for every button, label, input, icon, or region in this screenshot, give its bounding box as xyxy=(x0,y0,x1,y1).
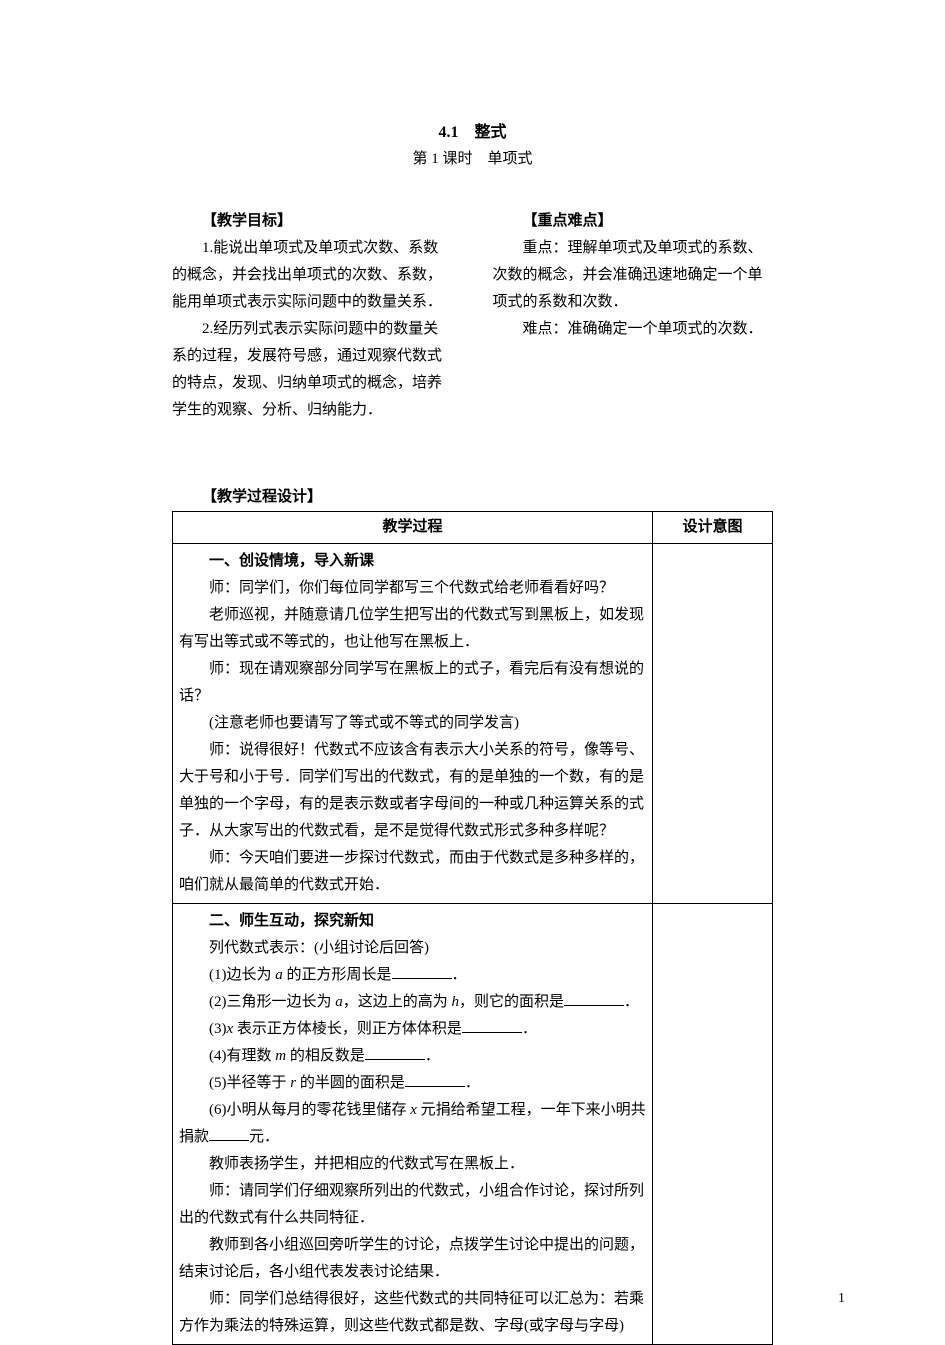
objectives-heading: 【教学目标】 xyxy=(172,208,453,235)
q3-suffix: 表示正方体棱长，则正方体体积是 xyxy=(233,1021,462,1037)
section2-line: 教师表扬学生，并把相应的代数式写在黑板上． xyxy=(179,1151,646,1178)
section2-head: 二、师生互动，探究新知 xyxy=(179,908,646,935)
question-2: (2)三角形一边长为 a，这边上的高为 h，则它的面积是． xyxy=(179,989,646,1016)
section1-design-cell xyxy=(653,544,773,904)
q2-mid: ，这边上的高为 xyxy=(343,994,452,1010)
q5-prefix: (5)半径等于 xyxy=(209,1075,290,1091)
keypoints-heading: 【重点难点】 xyxy=(493,208,774,235)
blank xyxy=(405,1072,465,1087)
objective-1: 1.能说出单项式及单项式次数、系数的概念，并会找出单项式的次数、系数，能用单项式… xyxy=(172,235,453,316)
section1-line: 师：今天咱们要进一步探讨代数式，而由于代数式是多种多样的，咱们就从最简单的代数式… xyxy=(179,845,646,899)
section1-line: 老师巡视，并随意请几位学生把写出的代数式写到黑板上，如发现有写出等式或不等式的，… xyxy=(179,602,646,656)
section2-line: 师：请同学们仔细观察所列出的代数式，小组合作讨论，探讨所列出的代数式有什么共同特… xyxy=(179,1178,646,1232)
q4-prefix: (4)有理数 xyxy=(209,1048,275,1064)
table-row: 二、师生互动，探究新知 列代数式表示：(小组讨论后回答) (1)边长为 a 的正… xyxy=(173,904,773,1345)
two-column-section: 【教学目标】 1.能说出单项式及单项式次数、系数的概念，并会找出单项式的次数、系… xyxy=(172,208,773,424)
q2-suffix: ，则它的面积是 xyxy=(459,994,564,1010)
var-m: m xyxy=(275,1048,286,1064)
blank xyxy=(365,1045,425,1060)
var-h: h xyxy=(452,994,460,1010)
section1-line: 师：说得很好！代数式不应该含有表示大小关系的符号，像等号、大于号和小于号．同学们… xyxy=(179,737,646,845)
section2-line: 师：同学们总结得很好，这些代数式的共同特征可以汇总为：若乘方作为乘法的特殊运算，… xyxy=(179,1286,646,1340)
section1-line: 师：现在请观察部分同学写在黑板上的式子，看完后有没有想说的话？ xyxy=(179,656,646,710)
var-x: x xyxy=(410,1102,417,1118)
q6-prefix: (6)小明从每月的零花钱里储存 xyxy=(209,1102,410,1118)
section2-design-cell xyxy=(653,904,773,1345)
table-header-row: 教学过程 设计意图 xyxy=(173,512,773,544)
q4-suffix: 的相反数是 xyxy=(286,1048,365,1064)
title-main: 4.1 整式 xyxy=(172,120,773,146)
blank xyxy=(392,964,452,979)
var-a: a xyxy=(275,967,283,983)
question-5: (5)半径等于 r 的半圆的面积是． xyxy=(179,1070,646,1097)
table-row: 一、创设情境，导入新课 师：同学们，你们每位同学都写三个代数式给老师看看好吗？ … xyxy=(173,544,773,904)
q1-prefix: (1)边长为 xyxy=(209,967,275,983)
section2-line: 教师到各小组巡回旁听学生的讨论，点拨学生讨论中提出的问题，结束讨论后，各小组代表… xyxy=(179,1232,646,1286)
page-number: 1 xyxy=(838,1291,845,1307)
section1-cell: 一、创设情境，导入新课 师：同学们，你们每位同学都写三个代数式给老师看看好吗？ … xyxy=(173,544,653,904)
difficulty-text: 难点：准确确定一个单项式的次数． xyxy=(493,316,774,343)
lesson-table: 教学过程 设计意图 一、创设情境，导入新课 师：同学们，你们每位同学都写三个代数… xyxy=(172,511,773,1345)
col-process-header: 教学过程 xyxy=(173,512,653,544)
q6-suffix: 元． xyxy=(249,1129,279,1145)
title-sub: 第 1 课时 单项式 xyxy=(172,146,773,172)
keypoint-text: 重点：理解单项式及单项式的系数、次数的概念，并会准确迅速地确定一个单项式的系数和… xyxy=(493,235,774,316)
question-1: (1)边长为 a 的正方形周长是． xyxy=(179,962,646,989)
section1-line: 师：同学们，你们每位同学都写三个代数式给老师看看好吗？ xyxy=(179,575,646,602)
question-3: (3)x 表示正方体棱长，则正方体体积是． xyxy=(179,1016,646,1043)
title-block: 4.1 整式 第 1 课时 单项式 xyxy=(172,120,773,172)
var-a: a xyxy=(335,994,343,1010)
q5-suffix: 的半圆的面积是 xyxy=(296,1075,405,1091)
q3-prefix: (3) xyxy=(209,1021,227,1037)
keypoints-column: 【重点难点】 重点：理解单项式及单项式的系数、次数的概念，并会准确迅速地确定一个… xyxy=(493,208,774,424)
question-4: (4)有理数 m 的相反数是． xyxy=(179,1043,646,1070)
section1-line: (注意老师也要请写了等式或不等式的同学发言) xyxy=(179,710,646,737)
section2-line: 列代数式表示：(小组讨论后回答) xyxy=(179,935,646,962)
blank xyxy=(564,991,624,1006)
q2-prefix: (2)三角形一边长为 xyxy=(209,994,335,1010)
blank xyxy=(209,1126,249,1141)
blank xyxy=(462,1018,522,1033)
q1-suffix: 的正方形周长是 xyxy=(283,967,392,983)
col-design-header: 设计意图 xyxy=(653,512,773,544)
objective-2: 2.经历列式表示实际问题中的数量关系的过程，发展符号感，通过观察代数式的特点，发… xyxy=(172,316,453,424)
objectives-column: 【教学目标】 1.能说出单项式及单项式次数、系数的概念，并会找出单项式的次数、系… xyxy=(172,208,453,424)
section1-head: 一、创设情境，导入新课 xyxy=(179,548,646,575)
question-6: (6)小明从每月的零花钱里储存 x 元捐给希望工程，一年下来小明共捐款元． xyxy=(179,1097,646,1151)
design-heading: 【教学过程设计】 xyxy=(172,484,773,511)
section2-cell: 二、师生互动，探究新知 列代数式表示：(小组讨论后回答) (1)边长为 a 的正… xyxy=(173,904,653,1345)
